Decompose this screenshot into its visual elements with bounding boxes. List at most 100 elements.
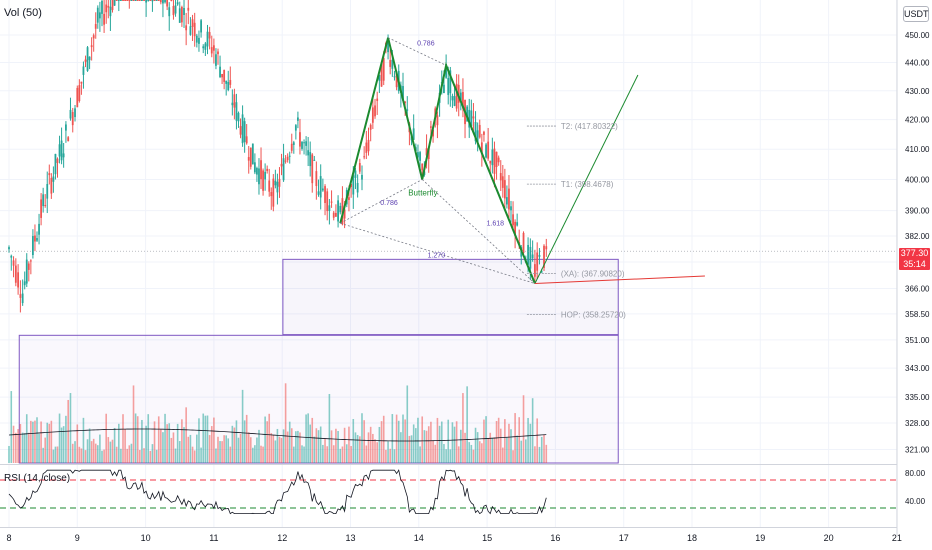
volume-bar (111, 439, 114, 463)
ratio-label: 1.270 (428, 252, 446, 259)
volume-bar (365, 445, 368, 463)
volume-bar (80, 448, 83, 463)
candle-body (71, 112, 74, 126)
candles (8, 0, 548, 313)
volume-bar (252, 447, 254, 463)
volume-bar (270, 433, 273, 463)
volume-bar (462, 393, 464, 463)
volume-bar (299, 432, 301, 463)
candle-body (210, 47, 213, 54)
candle-body (297, 117, 299, 121)
volume-bar (520, 440, 523, 463)
volume-bar (313, 436, 316, 463)
volume-bar (278, 436, 281, 463)
pattern-name-label: Butterfly (408, 188, 437, 197)
volume-bar (217, 436, 219, 463)
candle-body (299, 132, 301, 147)
currency-unit-badge[interactable]: USDT (903, 6, 929, 22)
candle-body (162, 0, 164, 4)
candle-body (292, 142, 295, 145)
candle-body (62, 153, 65, 158)
candle-body (534, 264, 536, 277)
candle-body (29, 260, 32, 262)
rsi-panel: 80.00 40.00 (0, 469, 926, 515)
volume-bar (105, 413, 107, 463)
volume-bar (391, 414, 394, 463)
volume-bar (272, 435, 275, 463)
volume-bar (419, 446, 421, 463)
candle-body (374, 105, 376, 117)
candle-body (60, 140, 63, 161)
volume-bar (449, 449, 452, 463)
volume-bar (239, 433, 242, 463)
candle-body (105, 4, 108, 13)
volume-bar (162, 432, 164, 463)
rsi-indicator-label[interactable]: RSI (14, close) (4, 473, 71, 484)
volume-bar (499, 428, 502, 463)
candle-body (332, 212, 335, 218)
candle-body (319, 176, 322, 198)
time-tick-label: 11 (209, 533, 218, 543)
candle-body (480, 142, 483, 155)
candle-body (200, 20, 202, 33)
candle-body (213, 45, 215, 51)
candle-body (361, 174, 363, 180)
volume-bar (282, 429, 285, 463)
volume-bar (136, 416, 139, 463)
candle-body (430, 126, 432, 128)
candle-body (303, 142, 305, 144)
volume-bar (219, 441, 221, 463)
candle-body (337, 200, 339, 222)
candle-body (402, 86, 404, 101)
candle-body (459, 92, 462, 102)
candle-body (324, 186, 326, 204)
candle-body (516, 222, 519, 226)
volume-bar (425, 430, 428, 463)
candle-body (166, 0, 169, 7)
volume-bar (487, 438, 489, 463)
volume-bar (78, 446, 81, 463)
volume-bar (139, 449, 141, 463)
candle-body (391, 59, 394, 69)
volume-bar (193, 450, 196, 463)
volume-bar (50, 420, 53, 463)
time-axis[interactable]: 8 9 10 11 12 13 14 15 16 17 18 19 20 21 (6, 533, 901, 543)
volume-bar (164, 413, 166, 463)
volume-bar (305, 414, 307, 463)
candle-body (363, 156, 366, 158)
volume-bar (76, 424, 79, 463)
volume-bar (126, 448, 129, 463)
candle-body (126, 0, 129, 1)
candle-body (8, 247, 10, 250)
time-tick-label: 18 (687, 533, 697, 543)
candle-body (40, 199, 43, 218)
volume-bar (400, 432, 402, 463)
candle-body (352, 175, 355, 195)
volume-bar (374, 439, 376, 463)
candle-body (280, 163, 283, 167)
volume-bar (472, 449, 475, 463)
volume-indicator-label[interactable]: Vol (50) (4, 7, 42, 19)
price-tick-label: 440.00 (905, 59, 930, 68)
volume-bar (206, 415, 209, 463)
volume-bar (46, 422, 49, 463)
volume-bar (476, 432, 479, 463)
candle-body (88, 56, 91, 61)
volume-bar (466, 386, 468, 463)
price-tick-label: 430.00 (905, 87, 930, 96)
candle-body (208, 32, 211, 39)
level-label: HOP: (358.25720) (561, 311, 626, 320)
candle-body (443, 84, 445, 94)
volume-bar (352, 419, 355, 463)
price-axis[interactable]: 450.00 440.00 430.00 420.00 410.00 400.00 390.… (905, 31, 930, 455)
volume-bar (516, 435, 518, 463)
volume-bar (341, 446, 344, 463)
candle-body (80, 81, 83, 84)
candle-body (233, 94, 236, 108)
candle-body (138, 0, 141, 1)
price-tick-label: 410.00 (905, 145, 930, 154)
volume-bar (382, 415, 385, 463)
butterfly-pattern[interactable]: 0.786 0.786 1.618 1.270 Butterfly (339, 37, 705, 284)
candle-body (223, 69, 226, 82)
